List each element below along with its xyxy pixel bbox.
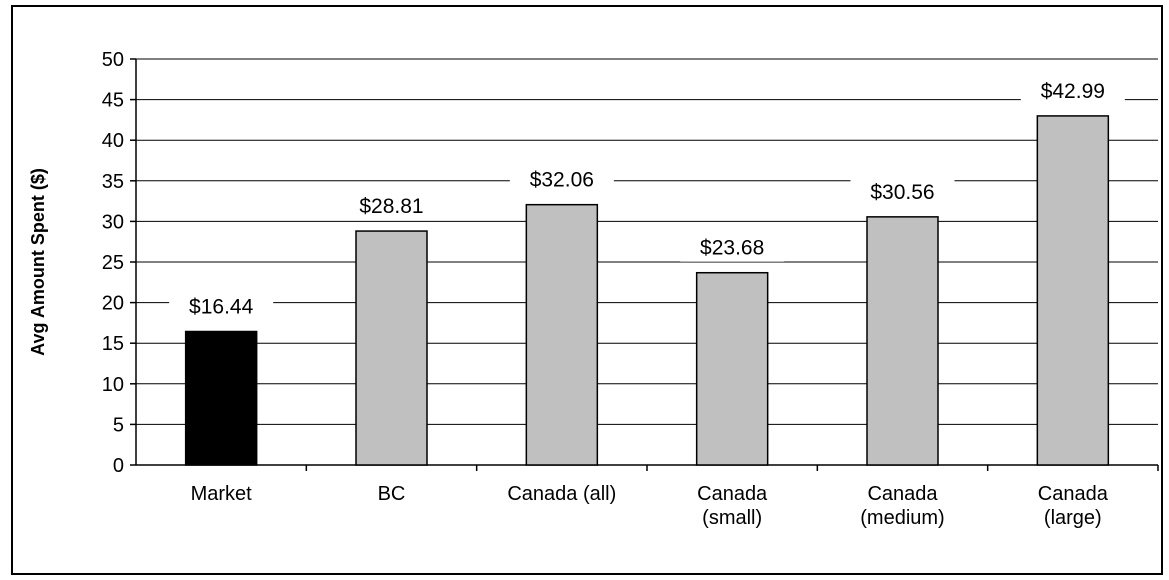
data-label: $23.68 (700, 237, 764, 260)
y-tick-label: 40 (102, 130, 124, 152)
y-tick-label: 25 (102, 252, 124, 274)
bar (184, 330, 258, 466)
data-label-bg (1020, 76, 1125, 105)
bar (525, 203, 599, 466)
x-tick-label: (small) (702, 507, 762, 529)
x-tick-label: BC (378, 483, 406, 505)
data-label: $28.81 (359, 195, 423, 218)
data-label-bg (509, 165, 614, 194)
x-tick-label: (large) (1044, 507, 1102, 529)
y-tick-label: 20 (102, 293, 124, 315)
data-label-bg (339, 192, 444, 221)
data-label: $30.56 (870, 181, 934, 204)
y-tick-label: 50 (102, 49, 124, 71)
y-tick-label: 35 (102, 171, 124, 193)
y-tick-label: 0 (113, 455, 124, 477)
y-axis-title: Avg Amount Spent ($) (28, 168, 48, 356)
x-tick-label: Canada (1038, 483, 1109, 505)
x-tick-label: Canada (697, 483, 768, 505)
y-tick-label: 10 (102, 374, 124, 396)
bar (866, 216, 939, 466)
x-tick-label: Market (191, 483, 253, 505)
data-label-bg (680, 233, 785, 262)
data-label-bg (850, 177, 955, 206)
y-tick-label: 15 (102, 333, 124, 355)
bar (695, 271, 769, 466)
y-tick-label: 45 (102, 90, 124, 112)
bar (1036, 115, 1110, 466)
data-label: $32.06 (530, 169, 594, 192)
data-label: $16.44 (189, 296, 254, 319)
x-tick-label: Canada (867, 483, 938, 505)
data-label-bg (169, 292, 274, 321)
bar (355, 230, 428, 466)
y-tick-label: 30 (102, 211, 124, 233)
data-label: $42.99 (1041, 80, 1105, 103)
x-tick-label: Canada (all) (507, 483, 616, 505)
x-tick-label: (medium) (860, 507, 944, 529)
y-tick-label: 5 (113, 414, 124, 436)
